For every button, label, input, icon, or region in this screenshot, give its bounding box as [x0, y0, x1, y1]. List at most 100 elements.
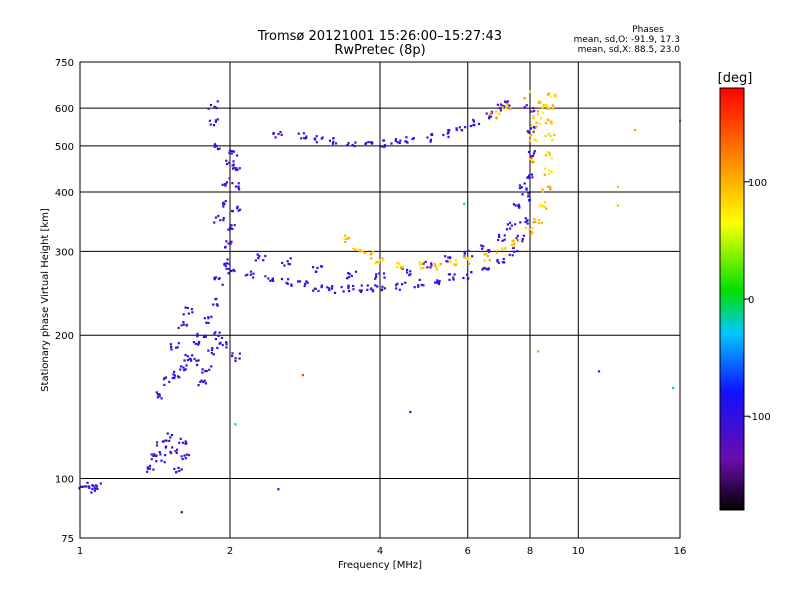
data-point [372, 251, 375, 254]
data-point [396, 266, 399, 269]
data-point [264, 254, 267, 258]
data-point [532, 115, 535, 118]
data-point [422, 262, 425, 265]
data-point [462, 276, 465, 280]
data-point [194, 342, 197, 345]
data-point [231, 167, 235, 170]
data-point [331, 142, 335, 145]
data-point [220, 336, 224, 340]
data-point [381, 257, 384, 260]
data-point [394, 138, 397, 141]
data-point [328, 289, 331, 292]
data-point [383, 287, 387, 290]
data-point [216, 148, 220, 151]
data-point [361, 250, 364, 253]
data-point [485, 252, 488, 256]
data-point [546, 107, 549, 110]
points-layer [78, 90, 682, 514]
data-point [201, 368, 204, 371]
data-point [297, 132, 300, 135]
data-point [501, 106, 504, 109]
trace-f2-o-mode [225, 104, 536, 294]
data-point [429, 140, 432, 143]
data-point [191, 311, 194, 314]
data-point [369, 288, 373, 291]
data-point [616, 185, 619, 189]
data-point [222, 219, 225, 222]
data-point [286, 260, 289, 263]
x-tick-label: 6 [465, 546, 471, 557]
data-point [147, 467, 150, 470]
data-point [421, 261, 424, 264]
data-point [223, 203, 226, 206]
data-point [540, 203, 543, 206]
data-point [152, 468, 155, 471]
data-point [176, 346, 179, 349]
data-point [527, 195, 530, 198]
data-point [398, 141, 401, 145]
data-point [455, 127, 458, 130]
data-point [543, 205, 546, 208]
data-point [197, 359, 200, 362]
data-point [205, 369, 208, 373]
data-point [535, 121, 538, 124]
y-tick-label: 75 [61, 534, 74, 545]
data-point [398, 262, 401, 265]
data-point [195, 363, 199, 367]
data-point [187, 453, 191, 457]
data-point [530, 110, 533, 113]
data-point [528, 158, 532, 161]
data-point [209, 123, 212, 126]
data-point [175, 448, 179, 451]
data-point [251, 276, 255, 279]
data-point [192, 341, 196, 344]
data-point [448, 273, 452, 276]
data-point [533, 126, 536, 129]
data-point [217, 334, 220, 338]
data-point [487, 268, 490, 271]
data-point [173, 374, 176, 377]
data-point [230, 224, 233, 227]
data-point [510, 224, 513, 227]
data-point [382, 272, 386, 275]
data-point [358, 289, 361, 292]
y-tick-label: 750 [55, 58, 74, 69]
data-point [277, 132, 280, 136]
data-point [221, 202, 225, 205]
data-point [257, 256, 260, 260]
data-point [447, 135, 450, 139]
data-point [233, 269, 236, 273]
data-point [235, 154, 239, 157]
noise-points [180, 90, 682, 514]
data-point [364, 251, 367, 254]
data-point [360, 284, 363, 287]
colorbar-ticks: 100 0 -100 [744, 178, 771, 423]
data-point [535, 125, 538, 128]
data-point [378, 272, 381, 275]
data-point [452, 276, 455, 279]
data-point [78, 487, 81, 490]
data-point [182, 323, 185, 326]
data-point [164, 445, 168, 448]
data-point [210, 348, 214, 352]
data-point [93, 489, 96, 492]
data-point [225, 240, 228, 243]
data-point [528, 177, 531, 180]
data-point [160, 459, 163, 462]
data-point [433, 263, 436, 266]
data-point [234, 359, 237, 362]
data-point [347, 271, 350, 275]
data-point [446, 260, 449, 263]
data-point [434, 265, 437, 268]
data-point [518, 239, 521, 242]
data-point [532, 221, 535, 224]
data-point [156, 393, 160, 396]
data-point [159, 453, 162, 456]
data-point [496, 260, 499, 263]
x-tick-label: 4 [377, 546, 383, 557]
data-point [244, 274, 247, 277]
data-point [448, 256, 452, 259]
data-point [95, 485, 98, 488]
data-point [210, 365, 213, 368]
data-point [502, 257, 505, 261]
